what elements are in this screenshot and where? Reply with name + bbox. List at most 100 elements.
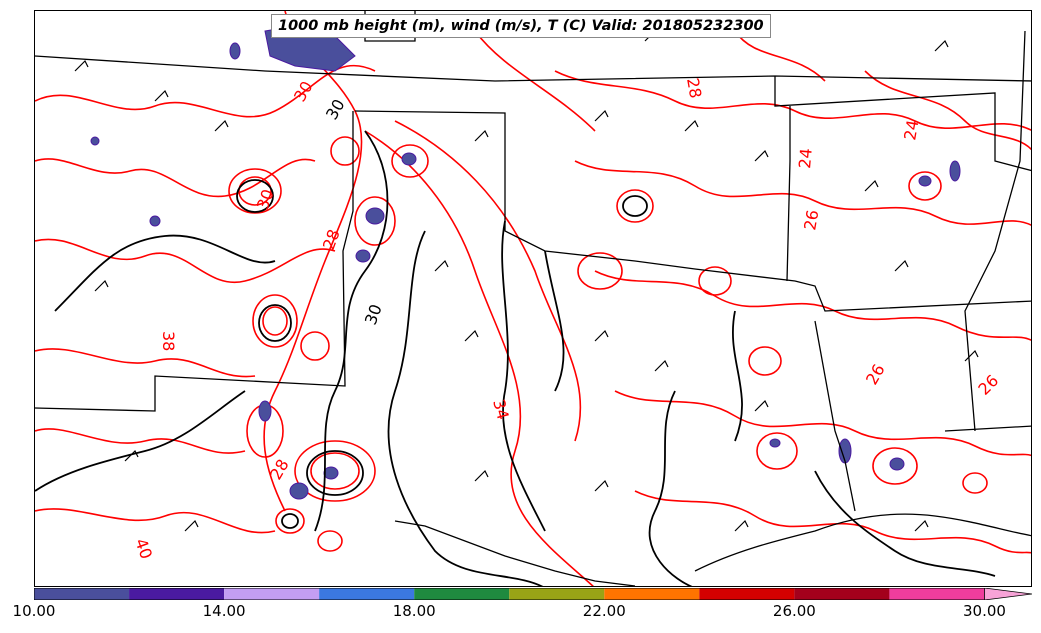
colorbar-bin [319,588,415,600]
height-contour [35,390,246,492]
temperature-contour [35,64,376,118]
temperature-cell [908,171,942,201]
height-contour [622,195,648,217]
height-contour [281,513,299,529]
temperature-cell [238,176,272,206]
colorbar-bin [794,588,890,600]
wind-shaded-area [918,175,932,187]
wind-barb [474,469,489,482]
temperature-contour [364,130,594,586]
wind-shading [90,25,961,500]
colorbar [34,588,1032,600]
height-contour [731,310,743,442]
map-canvas: 28 30 24 24 30 38 30 34 26 26 30 28 26 4… [35,11,1031,586]
contour-label: 24 [795,147,816,169]
contour-label: 26 [974,371,1002,399]
wind-shaded-area [229,42,241,60]
contour-label: 38 [159,331,178,351]
temperature-contour [263,11,363,512]
temperature-contour [864,70,1031,151]
wind-barb [594,329,609,342]
wind-barb [474,129,489,142]
coastline [394,520,636,586]
temperature-cell [228,168,282,214]
temperature-cells [228,136,988,552]
colorbar-tick-label: 26.00 [772,602,816,620]
contour-label: 26 [800,208,822,231]
temperature-contour [394,120,582,442]
wind-barb [734,519,749,532]
temperature-cell [698,266,732,296]
height-contour [387,230,543,586]
contour-label: 28 [683,76,705,99]
colorbar-tick-label: 10.00 [12,602,56,620]
temperature-cell [294,440,376,502]
height-contour [306,450,364,496]
temperature-cell [391,144,429,178]
wind-barb [464,329,479,342]
wind-barb [184,519,199,532]
contour-label: 30 [253,187,278,213]
colorbar-bin [224,588,320,600]
coastline [694,513,1031,572]
state-boundary [786,106,791,282]
colorbar-tick-label: 18.00 [392,602,436,620]
wind-barb [894,259,909,272]
temperature-cell [577,252,623,290]
colorbar-bin [34,588,130,600]
temperature-cell [300,331,330,361]
temperature-contour [554,70,1031,132]
temperature-contour [35,428,246,454]
wind-barb [654,359,669,372]
temperature-contours [35,11,1031,586]
height-contour [648,390,693,586]
temperature-contour [574,160,1031,227]
temperature-cell [275,508,305,534]
wind-shaded-area [889,457,905,471]
boundaries [35,11,1031,586]
wind-barb [434,259,449,272]
temperature-contour [634,490,1031,554]
height-contour [501,220,546,532]
wind-shaded-area [323,466,339,480]
temperature-cell [756,432,798,470]
contour-label: 30 [322,96,349,123]
temperature-cell [252,294,298,348]
wind-barb [964,349,979,362]
wind-barb [214,119,229,132]
colorbar-bin [699,588,795,600]
temperature-contour [614,390,1031,457]
contour-label: 34 [489,397,513,422]
contour-label: 28 [266,456,293,483]
temperature-cell [616,189,654,223]
height-contour [236,179,274,213]
wind-barb [864,179,879,192]
temperature-cell [962,472,988,494]
state-boundary [964,30,1026,432]
wind-shaded-area [769,438,781,448]
wind-barb [94,279,109,292]
wind-barb [754,149,769,162]
state-boundary [354,110,1031,312]
height-contour [258,304,292,342]
temperature-cell [354,196,396,246]
contour-label: 30 [290,78,317,105]
wind-barb [754,399,769,412]
contour-label: 26 [862,361,889,388]
state-boundary [35,111,354,412]
wind-shaded-area [949,160,961,182]
temperature-cell [872,447,918,485]
map-title: 1000 mb height (m), wind (m/s), T (C) Va… [271,14,771,38]
temperature-cell [330,136,360,166]
height-contour [54,234,276,312]
wind-shaded-area [401,152,417,166]
height-contour [544,250,565,392]
height-contours [35,130,996,586]
contour-label: 24 [900,118,922,141]
temperature-contour [35,348,256,378]
colorbar-tick-label: 30.00 [962,602,1006,620]
wind-barb [934,39,949,52]
wind-shaded-area [289,482,309,500]
contour-label: 30 [361,302,386,328]
state-boundary [774,76,1031,172]
